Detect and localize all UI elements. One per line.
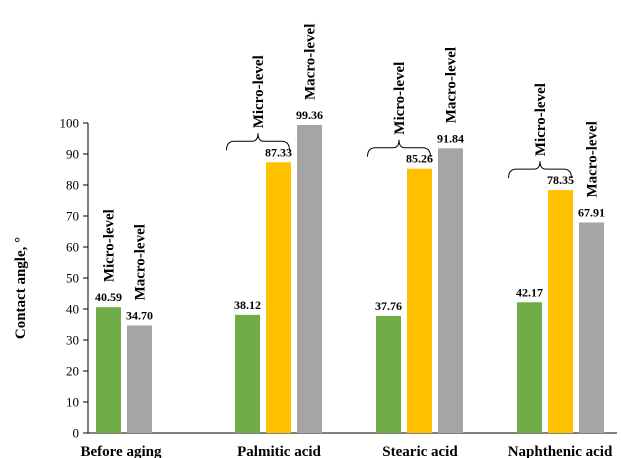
bar <box>438 148 463 433</box>
annotation-bracket <box>508 161 572 179</box>
data-label: 91.84 <box>437 131 464 145</box>
annotation-label: Micro-level <box>533 83 549 156</box>
category-layer: Before aging Palmitic acid Stearic acid Nap… <box>81 444 613 458</box>
bar <box>579 222 604 433</box>
data-label: 78.35 <box>547 173 574 187</box>
category-label: Before aging <box>81 444 162 458</box>
annotation-layer: Micro-level Macro-level Micro-level Macro-l… <box>102 24 601 301</box>
y-tick-label: 40 <box>66 302 79 317</box>
bar <box>235 314 260 433</box>
annotation-label: Micro-level <box>392 62 408 135</box>
axis-layer: 0 10 20 30 40 50 60 70 80 90 100 <box>60 116 617 441</box>
bar <box>96 307 121 433</box>
bar <box>407 168 432 433</box>
y-axis-label: Contact angle, ° <box>13 237 29 339</box>
data-label: 40.59 <box>95 290 122 304</box>
data-label: 99.36 <box>296 108 323 122</box>
bars-layer <box>96 124 604 434</box>
data-label: 37.76 <box>375 299 402 313</box>
y-tick-label: 50 <box>66 271 79 286</box>
data-label: 85.26 <box>406 152 433 166</box>
bar <box>517 302 542 433</box>
annotation-label: Macro-level <box>444 47 460 123</box>
annotation-label: Micro-level <box>102 209 118 282</box>
bar <box>376 315 401 433</box>
category-label: Palmitic acid <box>237 444 321 458</box>
bar <box>297 124 322 433</box>
y-tick-label: 0 <box>73 426 80 441</box>
labels-layer: 40.59 34.70 38.12 87.33 99.36 37.76 85.26 91.84… <box>95 108 605 322</box>
annotation-label: Micro-level <box>251 55 267 128</box>
annotation-label: Macro-level <box>585 121 601 197</box>
annotation-bracket <box>367 139 431 157</box>
annotation-label: Macro-level <box>133 224 149 300</box>
data-label: 38.12 <box>234 298 261 312</box>
data-label: 42.17 <box>516 285 543 299</box>
y-tick-label: 60 <box>66 240 79 255</box>
data-label: 87.33 <box>265 145 292 159</box>
y-ticks: 0 10 20 30 40 50 60 70 80 90 100 <box>60 116 88 441</box>
y-tick-label: 90 <box>66 147 79 162</box>
category-label: Stearic acid <box>382 444 458 458</box>
data-label: 67.91 <box>578 205 605 219</box>
annotation-bracket <box>226 133 290 151</box>
category-label: Naphthenic acid <box>508 444 613 458</box>
bar <box>548 190 573 433</box>
y-tick-label: 80 <box>66 178 79 193</box>
y-tick-label: 30 <box>66 333 79 348</box>
y-tick-label: 100 <box>60 116 80 131</box>
y-tick-label: 70 <box>66 209 79 224</box>
y-tick-label: 20 <box>66 364 79 379</box>
bar <box>127 325 152 433</box>
bar <box>266 162 291 434</box>
data-label: 34.70 <box>126 308 153 322</box>
y-tick-label: 10 <box>66 395 79 410</box>
annotation-label: Macro-level <box>303 24 319 100</box>
